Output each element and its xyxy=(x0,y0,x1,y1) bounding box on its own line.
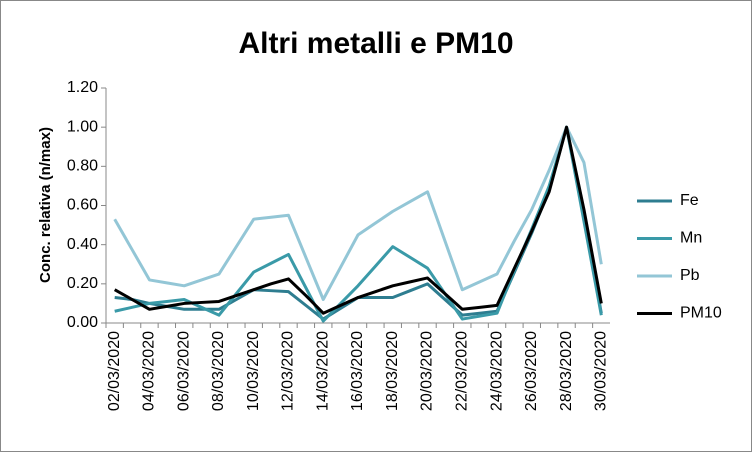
y-tick-label: 0.20 xyxy=(67,275,98,292)
x-tick-label: 20/03/2020 xyxy=(419,331,436,411)
x-tick-label: 14/03/2020 xyxy=(314,331,331,411)
legend-label: Fe xyxy=(680,192,699,209)
legend-label: Pb xyxy=(680,267,700,284)
x-tick-label: 16/03/2020 xyxy=(349,331,366,411)
x-tick-label: 04/03/2020 xyxy=(141,331,158,411)
y-axis-label: Conc. relativa (n/max) xyxy=(37,127,54,283)
y-tick-label: 0.00 xyxy=(67,314,98,331)
legend-label: Mn xyxy=(680,230,702,247)
x-tick-label: 10/03/2020 xyxy=(245,331,262,411)
series-line xyxy=(113,125,603,315)
x-tick-label: 18/03/2020 xyxy=(384,331,401,411)
x-tick-label: 22/03/2020 xyxy=(453,331,470,411)
y-tick-label: 0.40 xyxy=(67,236,98,253)
x-tick-label: 24/03/2020 xyxy=(488,331,505,411)
chart-title: Altri metalli e PM10 xyxy=(238,27,513,60)
x-tick-label: 26/03/2020 xyxy=(523,331,540,411)
x-tick-label: 30/03/2020 xyxy=(593,331,610,411)
y-tick-label: 0.60 xyxy=(67,197,98,214)
legend-label: PM10 xyxy=(680,305,722,322)
x-tick-label: 06/03/2020 xyxy=(175,331,192,411)
y-tick-label: 1.20 xyxy=(67,79,98,96)
series-line xyxy=(113,125,603,301)
y-tick-label: 0.80 xyxy=(67,158,98,175)
x-tick-label: 28/03/2020 xyxy=(558,331,575,411)
y-tick-label: 1.00 xyxy=(67,118,98,135)
x-tick-label: 12/03/2020 xyxy=(280,331,297,411)
x-tick-label: 08/03/2020 xyxy=(210,331,227,411)
x-tick-label: 02/03/2020 xyxy=(106,331,123,411)
